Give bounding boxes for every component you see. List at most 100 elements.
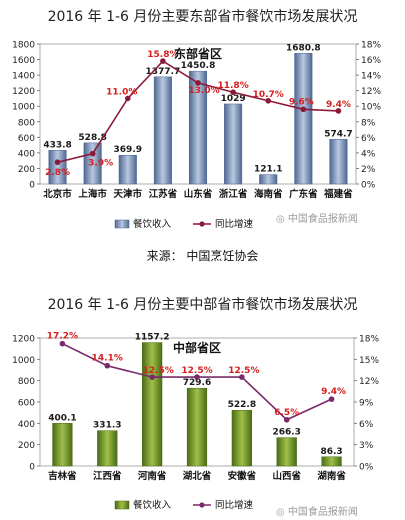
bar-data-label: 1029	[221, 94, 246, 104]
bar	[259, 174, 278, 185]
bar-data-label: 1680.8	[286, 43, 321, 53]
bar-data-label: 121.1	[254, 165, 282, 175]
growth-point	[300, 106, 307, 113]
y-tick-label: 200	[18, 165, 35, 175]
growth-data-label: 11.0%	[106, 87, 137, 97]
growth-data-label: 10.7%	[253, 90, 284, 100]
growth-data-label: 12.5%	[228, 366, 259, 376]
x-tick-label: 上海市	[78, 188, 107, 200]
y2-tick-label: 3%	[359, 441, 374, 451]
y-tick-label: 1000	[12, 103, 35, 113]
x-tick-label: 山西省	[272, 470, 301, 482]
x-tick-label: 福建省	[323, 188, 353, 200]
x-tick-label: 吉林省	[48, 470, 77, 482]
bar-data-label: 1450.8	[181, 61, 216, 71]
bar	[186, 387, 208, 467]
growth-data-label: 9.6%	[289, 97, 314, 107]
y-tick-label: 600	[18, 399, 35, 409]
y-tick-label: 1400	[12, 72, 35, 82]
bar	[52, 423, 73, 467]
legend-bar-swatch	[114, 219, 130, 229]
growth-data-label: 12.5%	[143, 366, 174, 376]
y2-tick-label: 6%	[361, 134, 376, 144]
growth-point	[149, 374, 155, 380]
growth-point	[283, 416, 290, 423]
growth-data-label: 9.4%	[326, 100, 351, 110]
watermark-central: ◎ 中国食品报新闻	[276, 503, 358, 518]
bar-data-label: 729.6	[183, 378, 211, 388]
growth-data-label: 3.9%	[88, 159, 113, 169]
watermark-icon: ◎	[276, 507, 285, 518]
chart-title: 中部省区	[173, 340, 221, 355]
bar-data-label: 86.3	[320, 447, 342, 457]
bar	[294, 53, 313, 185]
bar	[48, 150, 67, 185]
growth-point	[104, 362, 111, 369]
y-tick-label: 800	[18, 377, 35, 387]
y-tick-label: 1600	[12, 56, 35, 66]
y2-tick-label: 12%	[361, 87, 381, 97]
bar	[224, 103, 243, 185]
y2-tick-label: 4%	[361, 149, 376, 159]
y-tick-label: 400	[18, 420, 35, 430]
bar-data-label: 574.7	[324, 129, 352, 139]
growth-point	[335, 108, 342, 114]
growth-point	[265, 97, 272, 104]
growth-data-label: 2.8%	[45, 168, 70, 178]
y2-tick-label: 9%	[359, 399, 374, 409]
y-tick-label: 200	[18, 441, 35, 451]
growth-data-label: 14.1%	[92, 354, 123, 364]
legend-line-marker	[199, 502, 205, 508]
y2-tick-label: 6%	[359, 420, 374, 430]
bar	[83, 142, 102, 185]
y-tick-label: 1200	[12, 87, 35, 97]
growth-point	[54, 159, 61, 166]
east-page-title: 2016 年 1-6 月份主要东部省市餐饮市场发展状况	[47, 9, 358, 25]
growth-data-label: 17.2%	[47, 332, 78, 342]
bar-data-label: 528.8	[78, 133, 106, 143]
growth-point	[59, 340, 66, 347]
growth-data-label: 6.5%	[274, 408, 299, 418]
x-tick-label: 广东省	[289, 188, 318, 200]
x-tick-label: 江苏省	[149, 188, 178, 200]
y2-tick-label: 2%	[361, 165, 376, 175]
growth-data-label: 9.4%	[321, 387, 346, 397]
legend-line-label: 同比增速	[215, 218, 254, 230]
bar	[142, 342, 163, 467]
growth-point	[239, 374, 245, 380]
y-tick-label: 400	[18, 149, 35, 159]
y2-tick-label: 18%	[359, 335, 379, 345]
y-tick-label: 0	[29, 181, 35, 191]
central-page-title: 2016 年 1-6 月份主要中部省市餐饮市场发展状况	[47, 297, 358, 313]
watermark-text: 中国食品报新闻	[287, 214, 358, 225]
y-tick-label: 1000	[12, 356, 35, 366]
legend-bar-label: 餐饮收入	[133, 499, 172, 511]
growth-point	[124, 95, 131, 102]
x-tick-label: 浙江省	[219, 188, 248, 200]
x-tick-label: 湖北省	[183, 470, 212, 482]
growth-data-label: 15.8%	[147, 50, 178, 60]
growth-point	[230, 89, 236, 96]
x-tick-label: 湖南省	[317, 470, 346, 482]
legend-bar-swatch	[114, 500, 130, 510]
bar	[329, 139, 348, 185]
y-tick-label: 600	[18, 134, 35, 144]
y2-tick-label: 0%	[361, 181, 376, 191]
y2-tick-label: 15%	[359, 356, 379, 366]
growth-data-label: 11.8%	[217, 81, 248, 91]
y-tick-label: 800	[18, 118, 35, 128]
growth-point	[160, 58, 166, 64]
chart-title: 东部省区	[174, 46, 222, 61]
bar-data-label: 331.3	[93, 421, 121, 431]
legend-line-label: 同比增速	[215, 499, 254, 511]
bar	[276, 437, 297, 467]
bar-data-label: 1377.7	[146, 67, 181, 77]
x-tick-label: 北京市	[43, 188, 72, 200]
bar-data-label: 400.1	[48, 413, 76, 423]
x-tick-label: 天津市	[114, 188, 143, 200]
y2-tick-label: 8%	[361, 118, 376, 128]
legend-bar-label: 餐饮收入	[133, 218, 172, 230]
growth-point	[89, 150, 96, 157]
y2-tick-label: 14%	[361, 72, 381, 82]
source-text: 来源： 中国烹饪协会	[146, 249, 259, 263]
